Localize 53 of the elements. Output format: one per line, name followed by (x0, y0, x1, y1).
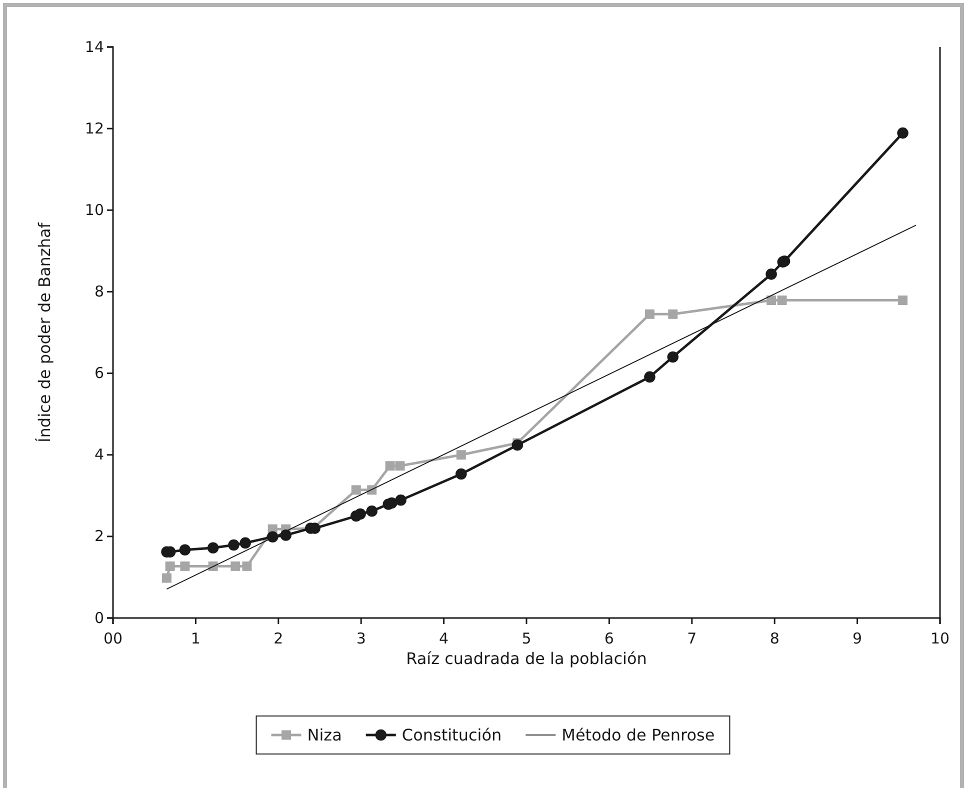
x-tick-label: 5 (522, 630, 532, 648)
point (179, 544, 191, 556)
y-tick-label: 4 (94, 446, 104, 464)
x-tick-label: 00 (103, 630, 123, 648)
x-tick-label: 10 (930, 630, 950, 648)
point (207, 542, 219, 554)
point (228, 539, 240, 551)
legend-label: Niza (307, 726, 342, 745)
point (162, 573, 172, 583)
point (280, 530, 292, 541)
point (898, 296, 908, 306)
point (644, 309, 654, 319)
legend-label: Constitución (402, 726, 502, 745)
point (230, 561, 240, 571)
point (165, 561, 175, 571)
legend-label: Método de Penrose (562, 726, 715, 745)
x-tick-label: 2 (274, 630, 284, 648)
point (180, 561, 190, 571)
point (766, 268, 777, 280)
y-tick-label: 12 (84, 119, 104, 138)
y-tick-label: 14 (84, 38, 104, 56)
point (395, 494, 406, 506)
y-tick-label: 6 (94, 364, 104, 382)
x-tick-label: 3 (356, 630, 366, 648)
point (512, 439, 524, 451)
point (667, 351, 679, 363)
point (385, 461, 395, 471)
point (644, 371, 656, 383)
x-tick-label: 8 (770, 630, 780, 648)
x-axis-title: Raíz cuadrada de la población (406, 649, 647, 668)
point (897, 127, 908, 139)
point (366, 506, 378, 517)
y-axis-title: Índice de poder de Banzhaf (35, 222, 54, 442)
x-tick-label: 4 (439, 630, 449, 648)
x-tick-label: 9 (852, 630, 862, 648)
x-tick-label: 6 (604, 630, 614, 648)
point (242, 561, 252, 571)
x-tick-label: 7 (687, 630, 697, 648)
point (668, 309, 678, 319)
y-tick-label: 2 (94, 527, 104, 546)
point (456, 468, 467, 480)
point (766, 296, 776, 306)
point (354, 508, 366, 520)
y-tick-label: 10 (84, 200, 104, 219)
point (386, 497, 398, 509)
y-tick-label: 0 (94, 608, 104, 627)
point (351, 485, 361, 495)
point (395, 461, 405, 471)
point (240, 537, 251, 549)
point (777, 296, 787, 306)
y-tick-label: 8 (94, 282, 104, 301)
x-tick-label: 1 (190, 630, 200, 648)
point (456, 450, 466, 460)
